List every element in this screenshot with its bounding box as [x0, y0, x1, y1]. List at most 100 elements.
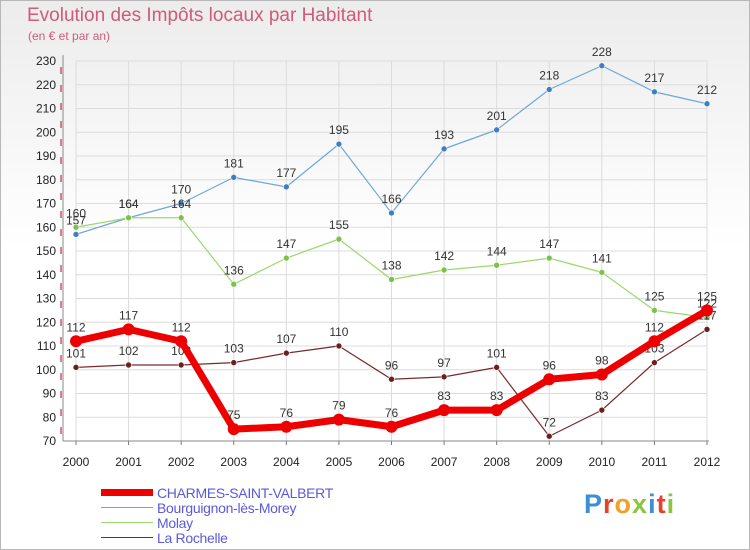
legend-item: CHARMES-SAINT-VALBERT — [101, 485, 333, 501]
data-label: 98 — [595, 354, 609, 368]
data-label: 164 — [171, 197, 191, 211]
data-point — [703, 326, 711, 333]
data-point — [70, 335, 82, 348]
data-label: 212 — [697, 83, 717, 97]
data-label: 181 — [224, 156, 244, 170]
data-label: 112 — [645, 320, 664, 334]
legend-item: Bourguignon-lès-Morey — [101, 499, 333, 516]
data-label: 103 — [224, 342, 244, 356]
data-point — [283, 349, 290, 357]
data-label: 112 — [66, 320, 85, 334]
data-label: 117 — [119, 308, 138, 322]
data-point — [335, 342, 343, 350]
data-point — [598, 406, 606, 414]
legend-swatch — [101, 536, 153, 539]
y-tick-label: 150 — [36, 244, 56, 258]
data-label: 138 — [381, 259, 401, 273]
data-label: 112 — [172, 320, 191, 334]
data-point — [177, 214, 185, 222]
data-label: 136 — [224, 263, 244, 277]
y-tick-label: 200 — [36, 125, 56, 139]
data-label: 157 — [66, 213, 86, 227]
data-point — [545, 254, 553, 262]
data-point — [493, 364, 500, 371]
y-tick-label: 160 — [36, 220, 56, 234]
data-point — [438, 404, 451, 417]
data-label: 97 — [437, 356, 451, 370]
data-label: 102 — [119, 344, 139, 358]
y-tick-label: 120 — [36, 315, 56, 329]
data-label: 76 — [280, 406, 294, 420]
data-label: 164 — [119, 197, 139, 211]
data-point — [651, 359, 658, 366]
chart-subtitle: (en € et par an) — [28, 29, 111, 43]
data-point — [490, 404, 503, 417]
y-tick-label: 110 — [37, 339, 56, 353]
legend-swatch — [101, 489, 153, 496]
data-point — [388, 209, 395, 217]
y-tick-label: 100 — [36, 363, 56, 377]
legend-label: Molay — [157, 514, 193, 531]
data-point — [335, 140, 343, 148]
y-tick-label: 140 — [36, 268, 56, 282]
data-label: 147 — [276, 237, 296, 251]
data-label: 101 — [487, 346, 507, 360]
data-label: 193 — [434, 128, 454, 142]
y-tick-label: 220 — [36, 78, 56, 92]
data-label: 96 — [385, 358, 399, 372]
data-point — [230, 280, 238, 288]
data-point — [283, 254, 290, 262]
y-tick-label: 90 — [43, 387, 57, 401]
data-point — [703, 100, 711, 108]
data-point — [125, 361, 132, 369]
data-point — [651, 307, 658, 314]
legend-swatch — [101, 521, 153, 524]
data-point — [388, 276, 395, 283]
data-point — [388, 375, 395, 383]
data-label: 142 — [434, 249, 454, 263]
data-label: 75 — [227, 408, 241, 422]
data-point — [230, 359, 238, 366]
data-label: 96 — [543, 358, 557, 372]
data-point — [177, 361, 185, 369]
legend-label: Bourguignon-lès-Morey — [157, 499, 297, 516]
logo-letter: P — [584, 489, 604, 519]
y-tick-label: 210 — [36, 102, 56, 116]
chart-legend: CHARMES-SAINT-VALBERT Bourguignon-lès-Mor… — [101, 485, 333, 546]
data-point — [543, 373, 556, 386]
data-point — [648, 335, 661, 348]
logo-letter: i — [666, 489, 676, 519]
data-label: 83 — [490, 389, 504, 403]
legend-item: La Rochelle — [101, 530, 333, 546]
logo-letter: x — [632, 489, 649, 519]
data-label: 217 — [644, 71, 664, 85]
data-label: 155 — [329, 218, 349, 232]
data-label: 177 — [276, 166, 296, 180]
x-tick-label: 2003 — [220, 455, 247, 469]
x-tick-label: 2001 — [115, 455, 142, 469]
x-tick-label: 2011 — [642, 455, 668, 469]
data-label: 201 — [487, 109, 507, 123]
legend-item: Molay — [101, 514, 333, 531]
data-point — [72, 223, 80, 231]
data-point — [440, 266, 448, 274]
data-label: 101 — [66, 346, 86, 360]
data-point — [545, 432, 553, 440]
data-point — [72, 231, 80, 238]
x-tick-label: 2006 — [378, 455, 405, 469]
logo-letter: t — [656, 489, 667, 519]
data-label: 107 — [276, 332, 296, 346]
logo-letter: o — [614, 489, 633, 519]
data-label: 166 — [381, 192, 401, 206]
data-label: 79 — [332, 399, 346, 413]
data-point — [283, 183, 290, 191]
y-tick-label: 180 — [36, 173, 56, 187]
data-point — [280, 420, 293, 433]
data-point — [493, 261, 500, 269]
data-label: 76 — [385, 406, 399, 420]
data-label: 160 — [66, 206, 86, 220]
data-label: 83 — [437, 389, 451, 403]
data-label: 141 — [592, 251, 612, 265]
